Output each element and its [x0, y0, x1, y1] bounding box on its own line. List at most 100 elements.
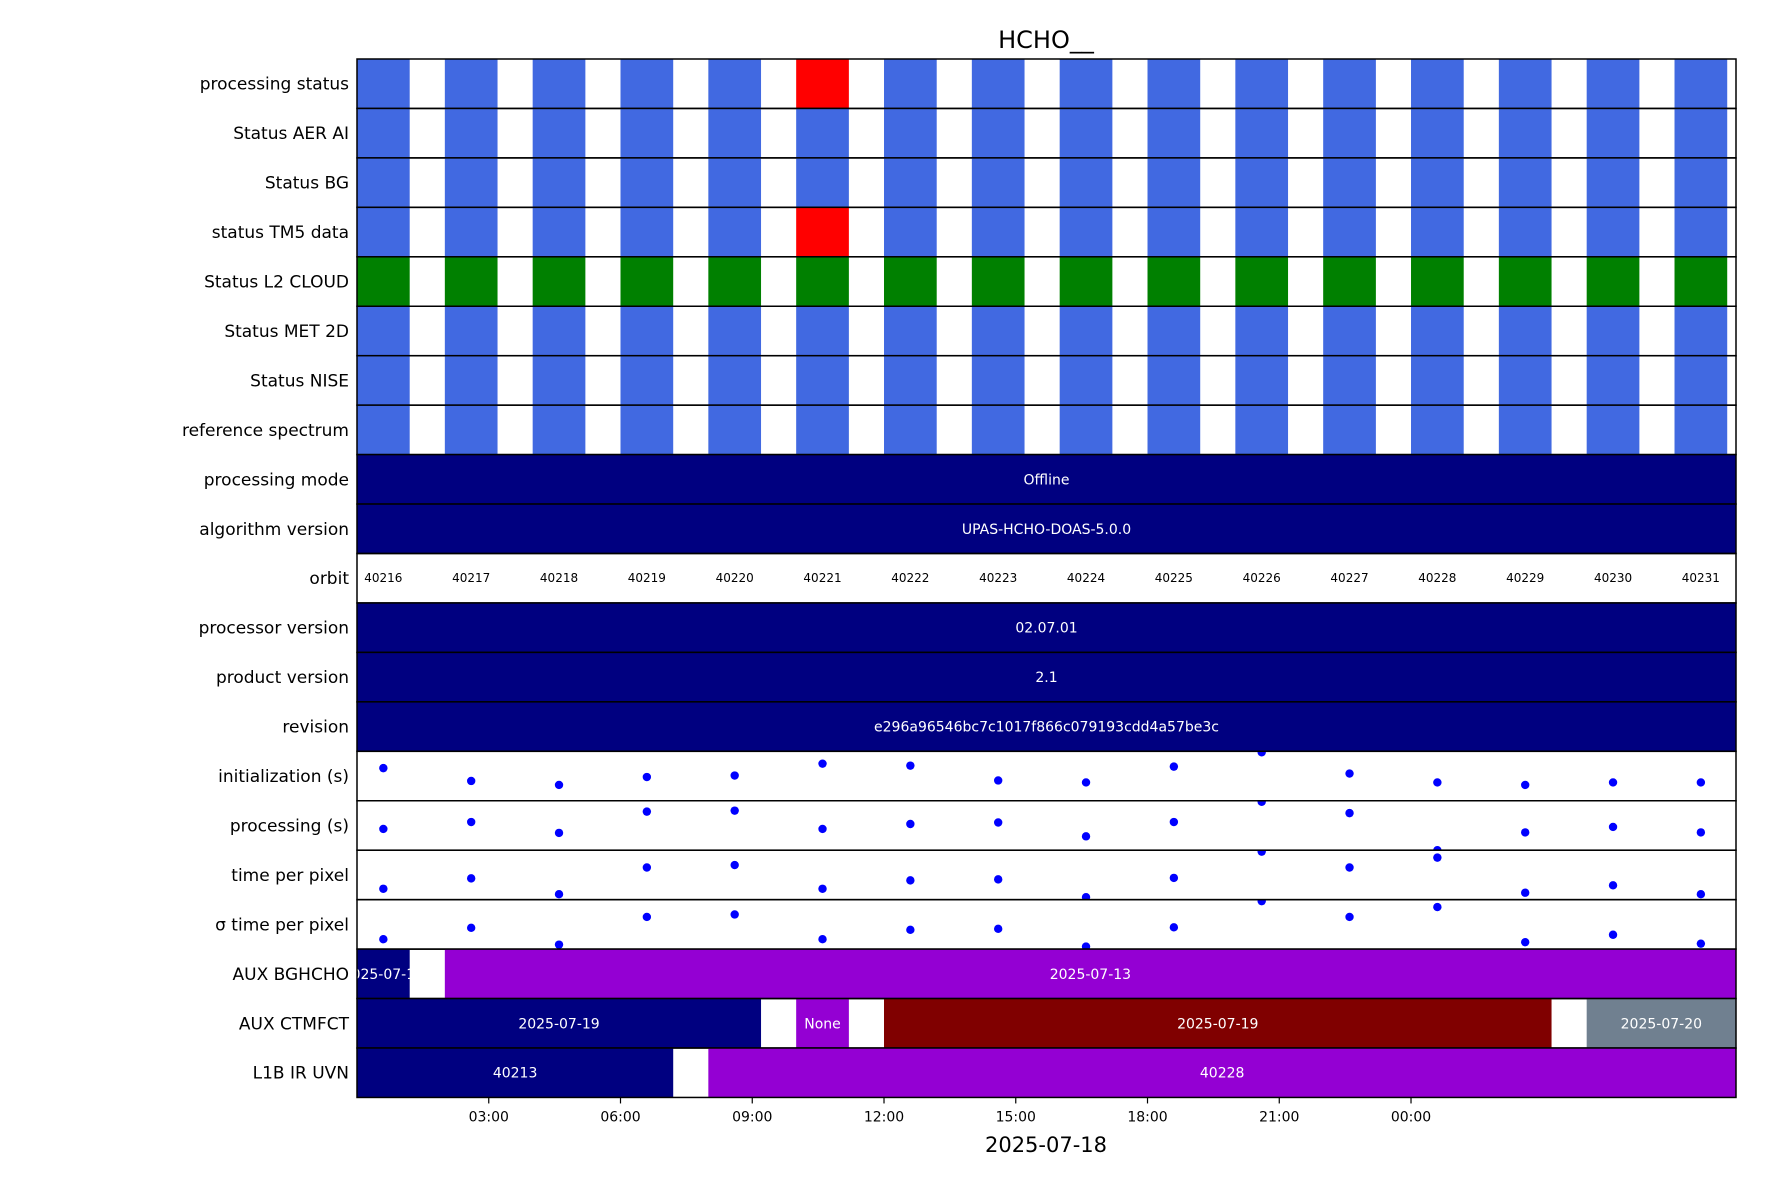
status-cell — [1235, 355, 1289, 406]
data-point — [1608, 881, 1618, 890]
segment — [796, 998, 849, 1048]
status-cell — [1411, 405, 1464, 455]
status-cell — [1059, 108, 1113, 158]
row-14: initialization (s) — [218, 750, 1737, 802]
data-point — [642, 912, 652, 922]
status-cell — [796, 207, 849, 257]
row-label: Status AER AI — [233, 124, 349, 144]
status-cell — [1498, 157, 1552, 208]
bar-text: Offline — [1024, 472, 1070, 488]
status-cell — [971, 256, 1025, 307]
status-cell — [1674, 355, 1728, 406]
bar-fill — [357, 454, 1736, 505]
row-content — [379, 899, 1706, 950]
status-cell — [532, 355, 586, 406]
data-point — [993, 818, 1003, 827]
row-4: Status L2 CLOUD — [204, 256, 1737, 307]
row-6: Status NISE — [250, 354, 1737, 406]
status-cell — [1323, 405, 1376, 455]
row-label: revision — [282, 718, 349, 738]
segment — [357, 949, 410, 999]
status-cell — [532, 59, 586, 109]
orbit-number: 40226 — [1243, 571, 1281, 585]
status-cell — [1498, 355, 1552, 406]
data-point — [1608, 778, 1618, 787]
row-label: time per pixel — [231, 866, 349, 886]
row-8: processing mode Offline — [204, 453, 1737, 505]
row-content: 40213 40228 — [357, 1048, 1736, 1098]
orbit-number: 40217 — [452, 571, 490, 585]
row-label: Status L2 CLOUD — [204, 273, 349, 293]
data-point — [554, 780, 564, 790]
status-cell — [1059, 256, 1113, 307]
bar-fill — [357, 504, 1736, 554]
data-point — [642, 807, 652, 816]
x-tick-label: 15:00 — [996, 1109, 1036, 1125]
status-cell — [1323, 256, 1376, 307]
data-point — [466, 923, 476, 933]
status-cell — [357, 59, 410, 109]
status-cell — [1059, 355, 1113, 406]
row-19: AUX CTMFCT 2025-07-19 None 2025-07-19 2025-0… — [239, 997, 1737, 1049]
data-point — [1169, 873, 1179, 883]
row-11: processor version 02.07.01 — [199, 602, 1737, 654]
data-point — [906, 925, 915, 935]
status-cell — [357, 108, 410, 158]
data-point — [730, 860, 739, 870]
status-cell — [444, 256, 498, 307]
row-content — [357, 59, 1728, 109]
status-cell — [708, 256, 762, 307]
data-point — [1696, 890, 1706, 899]
status-cell — [1059, 306, 1113, 356]
segment-text: 40228 — [1200, 1066, 1245, 1082]
data-point — [1520, 828, 1530, 837]
data-point — [1345, 912, 1354, 922]
status-cell — [1411, 207, 1464, 257]
row-1: Status AER AI — [233, 107, 1737, 159]
row-label: σ time per pixel — [215, 915, 349, 935]
status-cell — [708, 59, 762, 109]
status-cell — [1323, 157, 1376, 208]
row-content — [357, 306, 1728, 356]
status-cell — [1059, 207, 1113, 257]
status-cell — [971, 405, 1025, 455]
status-cell — [796, 256, 849, 307]
data-point — [993, 776, 1003, 785]
row-2: Status BG — [265, 157, 1737, 209]
status-cell — [884, 59, 937, 109]
segment-text: 2025-07-19 — [1177, 1016, 1258, 1032]
orbit-number: 40221 — [803, 571, 841, 585]
status-cell — [620, 306, 674, 356]
row-label: processor version — [199, 619, 349, 639]
status-cell — [884, 157, 937, 208]
status-cell — [1147, 405, 1201, 455]
status-cell — [1674, 405, 1728, 455]
data-point — [1169, 762, 1179, 771]
status-cell — [1323, 59, 1376, 109]
status-cell — [444, 355, 498, 406]
status-cell — [1147, 157, 1201, 208]
row-13: revision e296a96546bc7c1017f866c079193cdd… — [282, 701, 1737, 753]
segment-text: 40213 — [493, 1066, 538, 1082]
data-point — [1696, 939, 1706, 948]
status-cell — [796, 355, 849, 406]
status-cell — [708, 108, 762, 158]
row-label: Status NISE — [250, 371, 349, 391]
status-cell — [620, 405, 674, 455]
status-cell — [884, 108, 937, 158]
status-cell — [1323, 306, 1376, 356]
status-cell — [1235, 59, 1289, 109]
data-point — [1433, 853, 1442, 862]
data-point — [554, 940, 564, 949]
x-axis-label: 2025-07-18 — [985, 1133, 1107, 1157]
segment — [708, 1048, 1736, 1098]
data-point — [1345, 863, 1354, 872]
status-cell — [971, 207, 1025, 257]
data-point — [466, 874, 476, 883]
row-label: processing (s) — [230, 816, 349, 836]
data-point — [1257, 850, 1266, 856]
data-point — [1081, 892, 1091, 900]
status-cell — [1235, 157, 1289, 208]
status-cell — [357, 405, 410, 455]
